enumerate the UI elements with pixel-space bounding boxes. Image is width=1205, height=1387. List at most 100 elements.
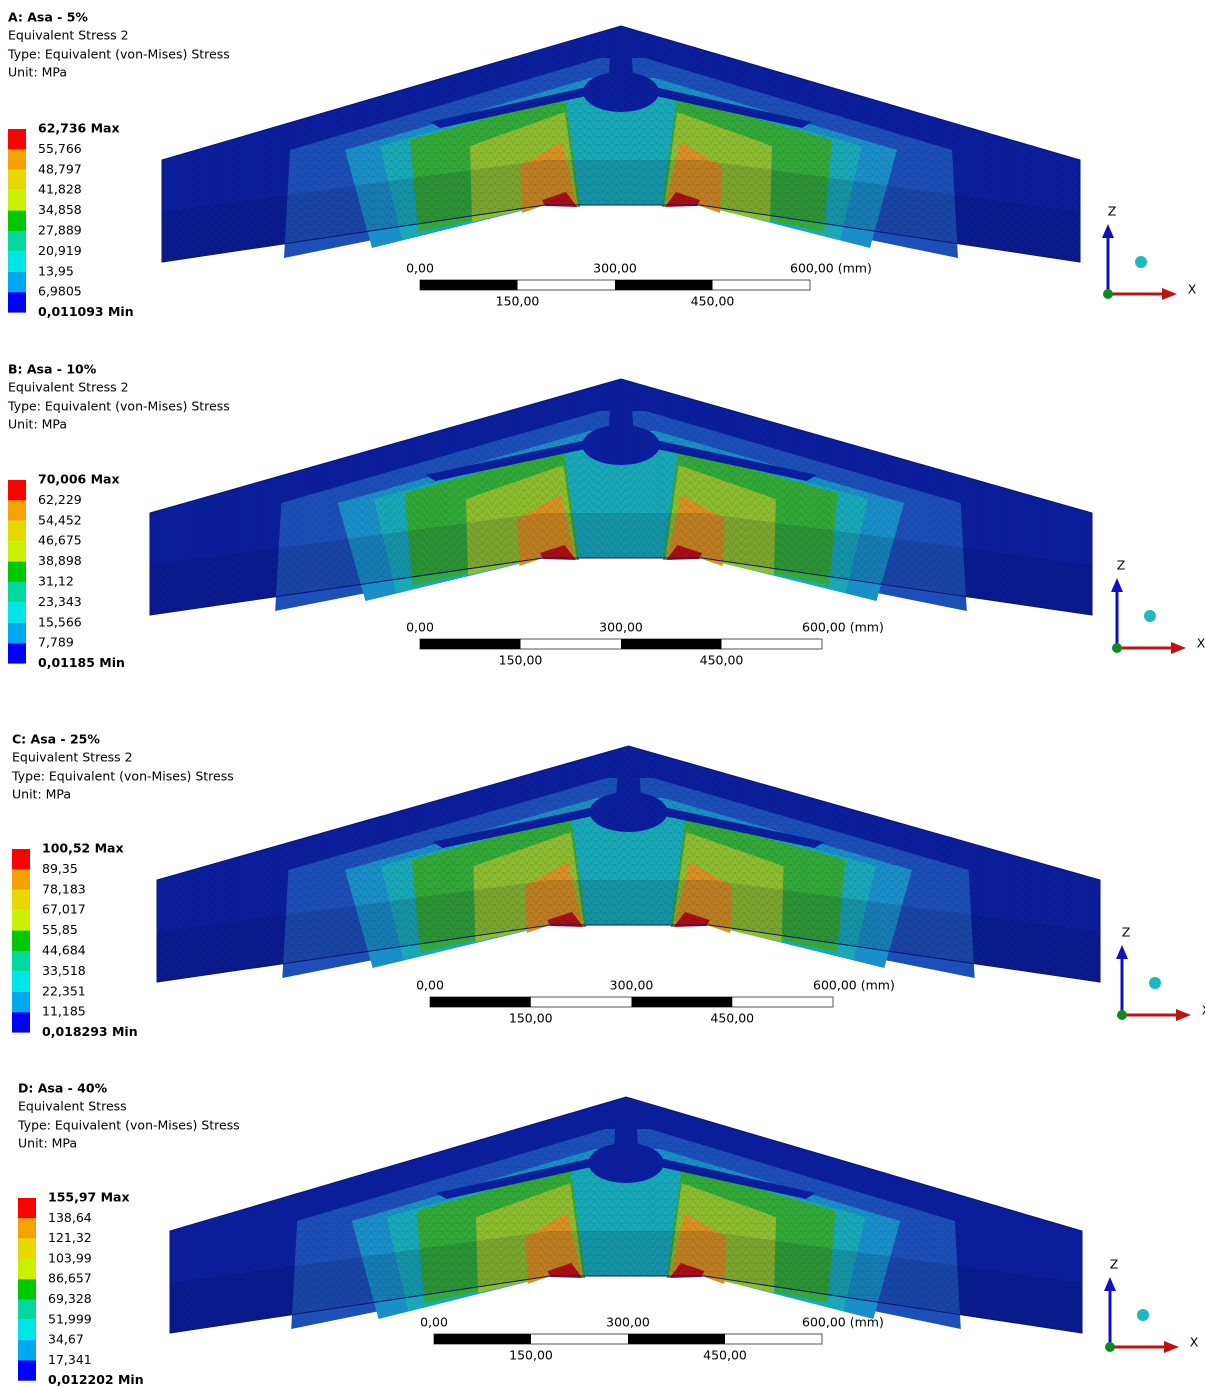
legend-swatch <box>8 170 26 190</box>
origin <box>1105 1342 1115 1352</box>
scale-bar-segment <box>430 997 531 1007</box>
view-sphere <box>1144 610 1156 622</box>
legend-label: 20,919 <box>38 243 82 258</box>
legend-label: 103,99 <box>48 1250 92 1265</box>
result-name: Equivalent Stress 2 <box>12 750 133 765</box>
axis-label: X <box>1190 1335 1199 1350</box>
result-panel: D: Asa - 40% Equivalent Stress Type: Equiv… <box>17 1081 1199 1387</box>
legend-swatch <box>12 971 30 991</box>
legend-swatch <box>18 1198 36 1218</box>
legend-swatch <box>8 521 26 541</box>
scale-label: 450,00 <box>700 653 744 668</box>
fe-model <box>170 1097 1082 1333</box>
legend-label: 62,736 Max <box>38 121 120 136</box>
scale-bar-segment <box>420 280 518 290</box>
scale-label: 150,00 <box>496 294 540 309</box>
legend-swatch <box>8 500 26 520</box>
legend-swatch <box>8 602 26 622</box>
scale-label: 0,00 <box>406 620 434 635</box>
legend-swatch <box>8 582 26 602</box>
legend-label: 44,684 <box>42 943 86 958</box>
axis-label: Z <box>1117 558 1126 573</box>
legend-label: 33,518 <box>42 963 86 978</box>
result-name: Equivalent Stress <box>18 1099 127 1114</box>
scale-label: 600,00 (mm) <box>802 1315 884 1330</box>
legend-swatch <box>12 890 30 910</box>
scale-label: 450,00 <box>703 1348 747 1363</box>
legend-label: 0,01185 Min <box>38 655 125 670</box>
legend-label: 70,006 Max <box>38 472 120 487</box>
legend-swatch <box>8 623 26 643</box>
view-sphere <box>1149 977 1161 989</box>
fe-model <box>162 26 1080 262</box>
legend-label: 54,452 <box>38 512 82 527</box>
legend-label: 22,351 <box>42 983 86 998</box>
scale-bar-segment <box>621 639 722 649</box>
legend-label: 51,999 <box>48 1311 92 1326</box>
legend-label: 0,018293 Min <box>42 1024 138 1039</box>
legend-label: 55,85 <box>42 922 78 937</box>
x-arrow <box>1171 642 1186 654</box>
legend-swatch <box>18 1218 36 1238</box>
x-arrow <box>1164 1341 1179 1353</box>
legend-swatch <box>8 480 26 500</box>
z-arrow <box>1102 224 1114 238</box>
scale-bar-segment <box>615 280 713 290</box>
view-sphere <box>1137 1309 1149 1321</box>
axis-label: Z <box>1110 1257 1119 1272</box>
scale-label: 600,00 (mm) <box>790 261 872 276</box>
results-figure: A: Asa - 5% Equivalent Stress 2 Type: Equi… <box>0 0 1205 1387</box>
legend-label: 46,675 <box>38 533 82 548</box>
legend-label: 138,64 <box>48 1210 92 1225</box>
legend-label: 31,12 <box>38 574 74 589</box>
scale-label: 600,00 (mm) <box>813 978 895 993</box>
legend-label: 6,9805 <box>38 284 82 299</box>
result-type: Type: Equivalent (von-Mises) Stress <box>7 47 230 62</box>
legend-swatch <box>8 251 26 271</box>
legend-swatch <box>8 190 26 210</box>
result-type: Type: Equivalent (von-Mises) Stress <box>17 1118 240 1133</box>
x-arrow <box>1162 288 1177 300</box>
legend-swatch <box>8 292 26 312</box>
mesh <box>157 746 1100 982</box>
legend-swatch <box>18 1320 36 1340</box>
scale-label: 150,00 <box>509 1348 553 1363</box>
legend-label: 41,828 <box>38 182 82 197</box>
scale-label: 150,00 <box>499 653 543 668</box>
legend-label: 0,012202 Min <box>48 1372 144 1387</box>
scale-label: 450,00 <box>691 294 735 309</box>
scale-label: 450,00 <box>710 1011 754 1026</box>
axis-label: X <box>1188 282 1197 297</box>
legend-swatch <box>18 1279 36 1299</box>
z-arrow <box>1111 578 1123 592</box>
legend-label: 100,52 Max <box>42 841 124 856</box>
legend-label: 67,017 <box>42 902 86 917</box>
scale-label: 0,00 <box>406 261 434 276</box>
legend-label: 13,95 <box>38 263 74 278</box>
legend-label: 7,789 <box>38 635 74 650</box>
legend-label: 78,183 <box>42 881 86 896</box>
origin <box>1112 643 1122 653</box>
mesh <box>170 1097 1082 1333</box>
scale-label: 600,00 (mm) <box>802 620 884 635</box>
legend-swatch <box>8 643 26 663</box>
x-arrow <box>1176 1009 1191 1021</box>
legend-label: 34,858 <box>38 202 82 217</box>
legend-swatch <box>8 149 26 169</box>
scale-label: 300,00 <box>599 620 643 635</box>
panel-title: A: Asa - 5% <box>8 10 88 25</box>
legend-swatch <box>12 869 30 889</box>
z-arrow <box>1116 945 1128 959</box>
legend-label: 23,343 <box>38 594 82 609</box>
axis-label: X <box>1197 636 1205 651</box>
legend-label: 34,67 <box>48 1332 84 1347</box>
legend-swatch <box>18 1239 36 1259</box>
legend-label: 11,185 <box>42 1004 86 1019</box>
mesh <box>162 26 1080 262</box>
scale-label: 0,00 <box>420 1315 448 1330</box>
scale-label: 300,00 <box>606 1315 650 1330</box>
panel-title: D: Asa - 40% <box>18 1081 108 1096</box>
